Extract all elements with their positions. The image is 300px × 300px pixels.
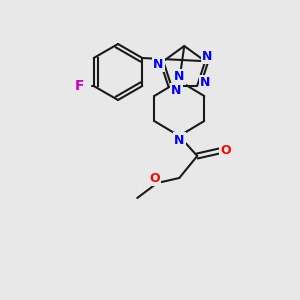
Text: N: N <box>174 70 184 83</box>
Text: O: O <box>149 172 160 184</box>
Text: O: O <box>220 145 231 158</box>
Text: N: N <box>200 76 210 89</box>
Text: F: F <box>74 79 84 93</box>
Text: N: N <box>202 50 212 63</box>
Text: N: N <box>171 84 181 97</box>
Text: N: N <box>174 134 184 146</box>
Text: N: N <box>153 58 164 71</box>
